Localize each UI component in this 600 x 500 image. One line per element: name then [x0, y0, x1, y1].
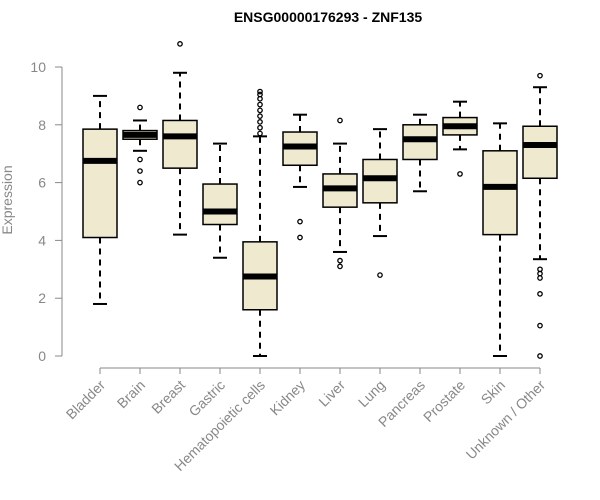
- box-lung: [362, 128, 398, 278]
- x-tick-label: Kidney: [267, 377, 309, 419]
- box-brain: [122, 104, 158, 186]
- outlier-point: [257, 101, 263, 108]
- outlier-point: [537, 353, 543, 359]
- box-gastric: [202, 142, 238, 259]
- outlier-point: [257, 119, 263, 125]
- outlier-point: [257, 130, 263, 137]
- y-tick-label: 4: [38, 232, 46, 248]
- y-axis-label: Expression: [0, 165, 15, 234]
- y-tick-label: 2: [38, 290, 46, 306]
- y-axis: 0 2 4 6 8 10: [30, 59, 63, 364]
- outlier-point: [297, 234, 303, 241]
- outlier-point: [377, 272, 383, 278]
- y-tick-label: 6: [38, 175, 46, 191]
- box-breast: [162, 41, 198, 236]
- iqr-box: [162, 119, 198, 169]
- box-hematopoietic-cells: [242, 88, 278, 357]
- outlier-point: [537, 291, 543, 297]
- x-tick-label: Breast: [148, 377, 188, 417]
- outlier-point: [257, 91, 263, 98]
- iqr-box: [82, 128, 118, 239]
- outlier-point: [257, 107, 263, 114]
- outlier-point: [337, 263, 343, 270]
- outlier-point: [537, 322, 543, 329]
- outlier-point: [537, 266, 543, 273]
- outlier-point: [137, 168, 143, 174]
- outlier-point: [337, 257, 343, 264]
- outlier-point: [337, 117, 343, 124]
- outlier-point: [537, 72, 543, 79]
- box-kidney: [282, 113, 318, 241]
- chart-title: ENSG00000176293 - ZNF135: [234, 9, 423, 25]
- outlier-point: [297, 218, 303, 225]
- x-tick-label: Liver: [315, 377, 348, 410]
- box-skin: [482, 122, 518, 357]
- iqr-box: [522, 125, 558, 180]
- box-bladder: [82, 94, 118, 305]
- box-unknown-other: [522, 72, 558, 359]
- iqr-box: [202, 183, 238, 226]
- boxes-group: [82, 41, 558, 359]
- outlier-point: [137, 179, 143, 186]
- iqr-box: [482, 150, 518, 236]
- y-tick-label: 10: [30, 59, 46, 75]
- box-liver: [322, 117, 358, 270]
- y-tick-label: 0: [38, 348, 46, 364]
- outlier-point: [137, 156, 143, 163]
- outlier-point: [457, 171, 463, 177]
- outlier-point: [177, 41, 183, 47]
- y-tick-label: 8: [38, 117, 46, 133]
- box-prostate: [442, 100, 478, 177]
- x-tick-label: Brain: [114, 377, 148, 411]
- x-tick-label: Prostate: [420, 377, 468, 425]
- outlier-point: [257, 124, 263, 131]
- box-pancreas: [402, 113, 438, 193]
- outlier-point: [257, 113, 263, 119]
- x-tick-label: Bladder: [63, 377, 109, 423]
- outlier-point: [137, 104, 143, 111]
- outlier-point: [257, 88, 263, 95]
- x-tick-label: Skin: [478, 377, 509, 408]
- x-tick-label: Lung: [355, 377, 388, 410]
